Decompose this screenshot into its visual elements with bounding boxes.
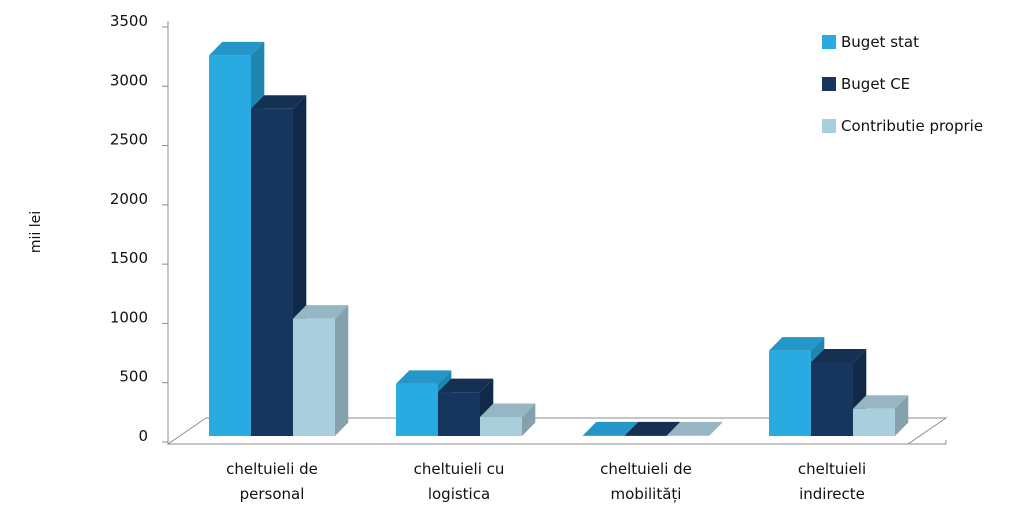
legend-label: Buget CE — [841, 75, 910, 93]
bar-front — [853, 408, 895, 436]
bar-group — [769, 337, 909, 436]
legend-swatch — [822, 119, 836, 133]
y-tick-label: 3000 — [110, 71, 148, 89]
bar-side — [895, 395, 909, 436]
category-label: cheltuieli indirecte — [798, 460, 866, 503]
y-tick-label: 2500 — [110, 131, 148, 149]
bar-front — [438, 392, 480, 436]
bar-side — [709, 421, 723, 436]
floor-plane — [166, 417, 948, 445]
y-tick-label: 500 — [119, 368, 148, 386]
bar-top — [769, 337, 825, 351]
bar-group — [396, 370, 536, 436]
y-tick-label: 2000 — [110, 190, 148, 208]
bar-top — [583, 421, 639, 436]
chart-floor — [166, 21, 948, 445]
legend: Buget stat Buget CE Contributie proprie — [822, 33, 983, 135]
category-label: cheltuieli cu logistica — [414, 460, 505, 503]
legend-item: Contributie proprie — [822, 117, 983, 135]
legend-label: Buget stat — [841, 33, 919, 51]
bar-top — [811, 348, 867, 363]
bar-top — [438, 378, 494, 393]
bar-front — [811, 362, 853, 436]
bar-top — [209, 41, 265, 56]
legend-item: Buget stat — [822, 33, 919, 51]
category-label: cheltuieli de personal — [226, 460, 318, 503]
bar-group — [583, 421, 723, 436]
bars — [209, 41, 909, 437]
bar-front — [396, 383, 438, 436]
bar-front — [209, 55, 251, 437]
bar-front — [251, 108, 293, 436]
bar-front — [667, 435, 709, 436]
bar — [293, 305, 349, 436]
bar-front — [293, 318, 335, 436]
category-label: cheltuieli de mobilități — [600, 460, 692, 503]
y-tick-label: 0 — [138, 427, 148, 445]
bar-top — [625, 421, 681, 436]
bar-top — [293, 305, 349, 319]
bar-top — [667, 421, 723, 436]
bar-top — [853, 395, 909, 409]
x-axis-categories: cheltuieli de personal cheltuieli cu logist… — [226, 460, 866, 503]
bar-side — [335, 305, 349, 436]
bar-top — [480, 403, 536, 418]
y-axis-label: mii lei — [28, 211, 44, 253]
legend-swatch — [822, 35, 836, 49]
bar — [667, 421, 723, 436]
bar-front — [583, 435, 625, 436]
legend-item: Buget CE — [822, 75, 910, 93]
y-axis: 0 500 1000 1500 2000 2500 3000 3500 — [110, 12, 168, 445]
legend-swatch — [822, 77, 836, 91]
bar-group — [209, 41, 349, 437]
y-tick-label: 1000 — [110, 308, 148, 326]
bar-side — [522, 403, 536, 436]
bar-front — [769, 350, 811, 436]
bar-front — [625, 435, 667, 436]
bar-top — [251, 95, 307, 109]
legend-label: Contributie proprie — [841, 117, 983, 135]
bar — [853, 395, 909, 436]
bar-front — [480, 417, 522, 436]
bar — [480, 403, 536, 436]
y-tick-label: 1500 — [110, 249, 148, 267]
bar-top — [396, 370, 452, 384]
y-tick-label: 3500 — [110, 12, 148, 30]
